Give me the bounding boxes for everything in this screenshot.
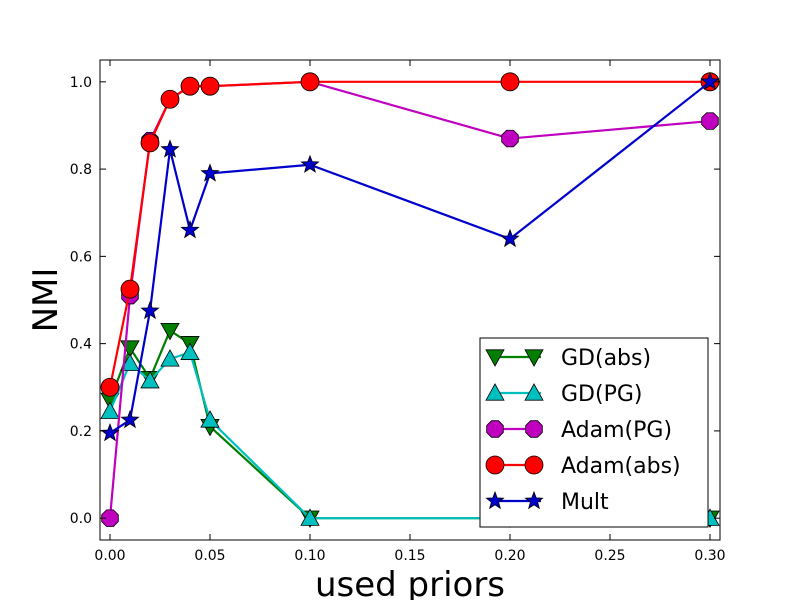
data-point	[200, 76, 220, 96]
series-layer	[100, 71, 720, 529]
x-tick-label: 0.00	[94, 548, 125, 564]
y-tick-label: 0.2	[70, 424, 92, 440]
data-point	[100, 422, 120, 442]
y-axis-title: NMI	[26, 268, 66, 333]
x-tick-label: 0.15	[394, 548, 425, 564]
legend-marker	[485, 349, 505, 367]
legend-marker	[486, 420, 504, 438]
ticks-layer: 0.00 0.05 0.10 0.15 0.20 0.25 0.30 0.0 0.2 0.4 0.6…	[70, 60, 726, 564]
legend-marker	[524, 490, 544, 510]
data-point	[300, 154, 320, 173]
data-point	[501, 129, 519, 148]
data-point	[120, 353, 140, 371]
legend-label: GD(PG)	[561, 382, 642, 407]
series-4	[100, 71, 720, 442]
data-point	[160, 89, 180, 109]
legend-label: Mult	[561, 490, 609, 515]
series-3	[100, 72, 720, 397]
y-tick-label: 1.0	[70, 75, 92, 91]
legend-item: Adam(PG)	[486, 418, 672, 443]
data-point	[100, 401, 120, 419]
data-point	[100, 377, 120, 397]
data-point	[120, 409, 140, 429]
y-tick-label: 0.6	[70, 249, 92, 265]
data-point	[160, 322, 180, 341]
data-point	[140, 133, 160, 153]
data-point	[701, 112, 719, 130]
legend-marker	[485, 383, 505, 401]
data-point	[160, 139, 180, 158]
legend-item: Adam(abs)	[485, 454, 681, 479]
data-point	[300, 72, 320, 92]
data-point	[500, 228, 520, 248]
y-tick-label: 0.0	[70, 511, 92, 527]
legend-box	[479, 337, 709, 528]
data-point	[300, 508, 320, 526]
legend: GD(abs) GD(PG) Adam(PG) Adam(abs) Mult	[479, 337, 709, 528]
data-point	[180, 76, 200, 96]
x-tick-label: 0.10	[294, 548, 325, 564]
legend-marker	[524, 349, 544, 367]
x-tick-label: 0.25	[594, 548, 625, 564]
data-point	[120, 279, 140, 299]
x-tick-label: 0.30	[694, 548, 725, 564]
data-point	[140, 300, 160, 320]
legend-marker	[524, 455, 544, 475]
legend-label: GD(abs)	[561, 346, 651, 371]
legend-item: GD(abs)	[485, 346, 651, 371]
legend-item: GD(PG)	[485, 382, 642, 407]
x-axis-title: used priors	[315, 565, 505, 600]
data-point	[160, 349, 180, 367]
data-point	[500, 72, 520, 92]
legend-marker	[524, 383, 544, 401]
legend-marker	[525, 420, 543, 438]
data-point	[700, 71, 720, 91]
data-point	[200, 163, 220, 182]
x-tick-label: 0.20	[494, 548, 525, 564]
x-tick-label: 0.05	[194, 548, 225, 564]
legend-marker	[485, 490, 505, 510]
y-tick-label: 0.4	[70, 337, 92, 353]
y-tick-label: 0.8	[70, 162, 92, 178]
data-point	[101, 509, 119, 527]
data-point	[180, 220, 200, 239]
data-point	[140, 370, 160, 389]
legend-label: Adam(abs)	[561, 454, 681, 479]
data-point	[180, 342, 200, 360]
legend-label: Adam(PG)	[561, 418, 672, 443]
legend-marker	[485, 455, 505, 475]
legend-item: Mult	[485, 490, 609, 515]
data-point	[200, 410, 220, 428]
